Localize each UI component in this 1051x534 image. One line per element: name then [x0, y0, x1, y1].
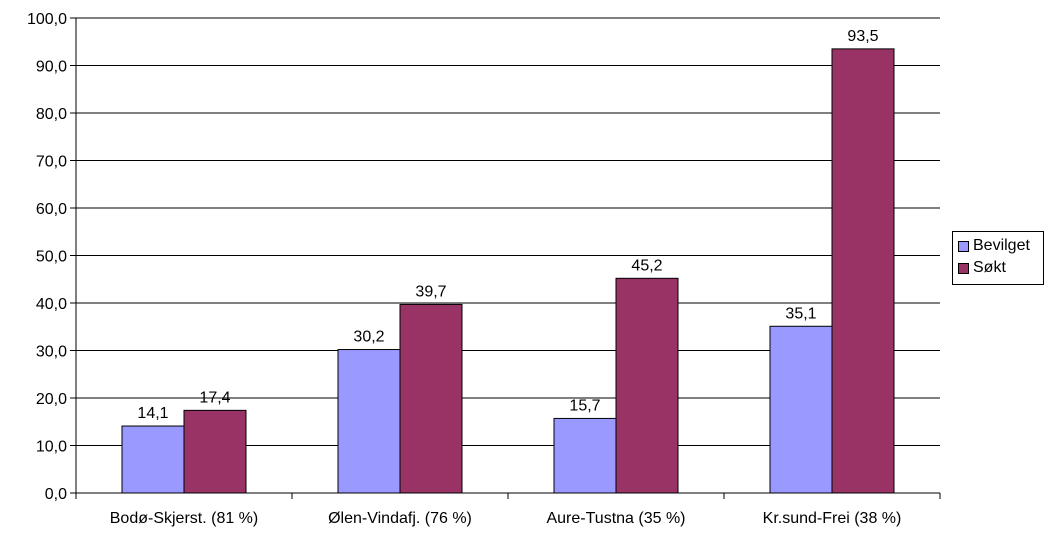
legend-swatch-bevilget — [958, 240, 969, 252]
axes — [75, 18, 941, 499]
data-label: 35,1 — [785, 305, 816, 322]
category-label: Bodø-Skjerst. (81 %) — [110, 510, 258, 527]
bar — [399, 303, 463, 494]
bar — [121, 425, 185, 494]
legend-label-sokt: Søkt — [973, 259, 1006, 276]
legend-item-sokt: Søkt — [958, 257, 1043, 279]
bar — [615, 277, 679, 494]
y-tick-label: 30,0 — [36, 344, 67, 361]
data-label: 45,2 — [631, 257, 662, 274]
data-label: 39,7 — [415, 283, 446, 300]
legend-item-bevilget: Bevilget — [958, 235, 1043, 257]
y-tick-label: 70,0 — [36, 154, 67, 171]
bar — [769, 325, 833, 494]
legend-swatch-sokt — [958, 262, 969, 274]
y-tick-label: 10,0 — [36, 439, 67, 456]
gridlines — [76, 17, 940, 446]
data-label: 15,7 — [569, 397, 600, 414]
data-label: 17,4 — [199, 389, 230, 406]
y-tick-label: 80,0 — [36, 106, 67, 123]
legend-label-bevilget: Bevilget — [973, 237, 1030, 254]
bar — [831, 48, 895, 494]
data-labels: 14,1 17,4 30,2 39,7 15,7 45,2 35,1 93,5 — [137, 28, 878, 422]
data-label: 14,1 — [137, 405, 168, 422]
y-tick-label: 20,0 — [36, 391, 67, 408]
y-axis-ticks: 0,0 10,0 20,0 30,0 40,0 50,0 60,0 70,0 80,0 90,0 1… — [27, 11, 76, 503]
category-label: Aure-Tustna (35 %) — [546, 510, 685, 527]
y-tick-label: 0,0 — [45, 486, 67, 503]
category-labels: Bodø-Skjerst. (81 %) Ølen-Vindafj. (76 %)… — [110, 510, 902, 527]
y-tick-label: 50,0 — [36, 249, 67, 266]
bar — [183, 409, 247, 494]
y-tick-label: 40,0 — [36, 296, 67, 313]
legend: Bevilget Søkt — [952, 231, 1044, 285]
bars — [121, 48, 895, 494]
y-tick-label: 60,0 — [36, 201, 67, 218]
y-tick-label: 90,0 — [36, 59, 67, 76]
data-label: 30,2 — [353, 329, 384, 346]
bar — [337, 349, 401, 494]
category-label: Ølen-Vindafj. (76 %) — [328, 510, 472, 527]
bar — [553, 417, 617, 494]
data-label: 93,5 — [847, 28, 878, 45]
y-tick-label: 100,0 — [27, 11, 67, 28]
category-label: Kr.sund-Frei (38 %) — [763, 510, 902, 527]
